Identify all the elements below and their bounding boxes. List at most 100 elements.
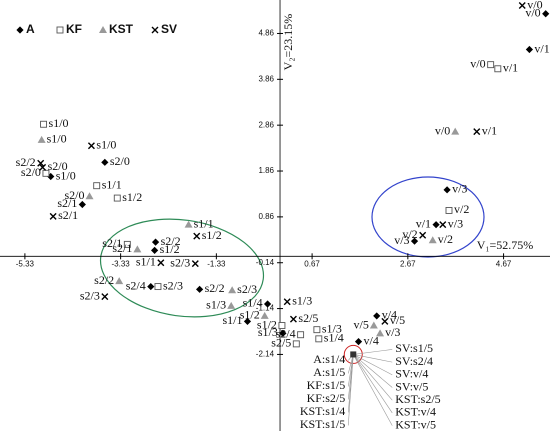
y-tick-label: -0.14 — [256, 258, 275, 267]
cluster-ellipse — [371, 176, 485, 258]
point — [428, 236, 437, 244]
legend-marker — [16, 26, 24, 34]
point-label: s2/2 — [94, 273, 114, 287]
leader-line — [353, 354, 393, 376]
point — [228, 286, 237, 294]
point-label: s1/0 — [49, 116, 69, 130]
point — [191, 260, 199, 268]
point-label: s1/0 — [96, 138, 116, 152]
point — [39, 163, 47, 171]
point — [123, 240, 131, 248]
point-label: s2/3 — [170, 255, 190, 269]
point-label: s2/0 — [48, 159, 68, 173]
point — [410, 237, 419, 245]
leader-line — [347, 354, 354, 374]
overlap-label: KST:v/4 — [395, 405, 436, 419]
point — [260, 311, 269, 319]
point-label: s2/0 — [64, 188, 84, 202]
leader-line — [353, 354, 393, 388]
leader-line — [347, 354, 354, 426]
point-label: s1/1 — [222, 313, 242, 327]
point — [37, 159, 45, 167]
overlap-label: KF:s2/5 — [307, 391, 346, 405]
point — [473, 128, 481, 136]
point-label: s2/2 — [16, 155, 36, 169]
point — [49, 212, 57, 220]
point — [87, 142, 95, 150]
point-label: s2/2 — [161, 234, 181, 248]
point-label: v/0 — [525, 6, 540, 20]
point — [292, 340, 300, 348]
point — [494, 65, 502, 73]
x-tick-label: -3.33 — [112, 259, 131, 268]
y-tick-label: -1.14 — [256, 304, 275, 313]
y-tick-label: 2.86 — [258, 120, 274, 129]
point-label: v/3 — [385, 325, 400, 339]
overlap-label: SV:v/5 — [395, 379, 428, 393]
leader-line — [353, 354, 393, 426]
x-axis-label: V₁=52.75% — [477, 238, 534, 252]
y-axis-label: V₂=23.15% — [281, 14, 295, 71]
point — [279, 329, 287, 337]
point — [443, 186, 451, 194]
point-label: v/0 — [527, 0, 542, 11]
point-label: v/1 — [416, 216, 431, 230]
point-label: s1/3 — [322, 321, 342, 335]
point-label: s1/3 — [206, 298, 226, 312]
point-label: s1/4 — [324, 331, 344, 345]
point-label: s1/0 — [56, 168, 76, 182]
point — [369, 321, 378, 329]
point — [42, 169, 50, 177]
leader-line — [353, 349, 393, 355]
point — [147, 282, 155, 291]
overlap-label: A:s1/4 — [313, 352, 345, 366]
point-label: v/1 — [503, 61, 518, 75]
point — [151, 238, 160, 246]
point-label: s1/2 — [202, 228, 222, 242]
point — [278, 322, 286, 329]
overlap-label: KST:s1/5 — [300, 417, 345, 431]
point-label: v/4 — [364, 333, 379, 347]
point — [85, 192, 94, 200]
point-label: s1/2 — [257, 317, 277, 331]
point-label: s2/5 — [298, 311, 318, 325]
point-label: s1/1 — [102, 177, 122, 191]
point — [315, 335, 323, 343]
point-label: s2/1 — [112, 241, 132, 255]
point-label: s2/4 — [276, 326, 296, 340]
legend-label: SV — [161, 22, 177, 36]
x-tick-label: 2.67 — [400, 259, 416, 268]
y-tick-label: 4.86 — [258, 29, 274, 38]
point-label: v/3 — [452, 182, 467, 196]
point — [283, 298, 291, 306]
x-tick-label: -1.33 — [207, 259, 226, 268]
x-tick-label: 4.67 — [496, 259, 512, 268]
point — [263, 300, 272, 308]
overlap-label: A:s1/5 — [313, 365, 345, 379]
point-label: v/5 — [354, 317, 369, 331]
point-label: s2/1 — [57, 196, 77, 210]
point — [297, 331, 305, 339]
point-label: s1/2 — [240, 308, 260, 322]
point-label: v/2 — [402, 227, 417, 241]
point-label: s1/3 — [258, 325, 278, 339]
point — [101, 293, 109, 301]
point-label: s2/1 — [102, 236, 122, 250]
point-label: s1/1 — [194, 216, 214, 230]
point — [439, 221, 447, 229]
point-label: s1/1 — [136, 254, 156, 268]
point-label: v/0 — [470, 56, 485, 70]
point-label: s2/2 — [205, 281, 225, 295]
overlap-point — [350, 351, 357, 358]
point — [376, 329, 385, 337]
point-label: v/1 — [482, 123, 497, 137]
point — [151, 246, 159, 254]
point — [354, 337, 363, 346]
point — [113, 194, 121, 202]
y-tick-label: 3.86 — [258, 74, 274, 83]
legend-marker — [99, 26, 107, 33]
point — [101, 158, 109, 166]
y-tick-label: 0.86 — [258, 212, 274, 221]
point — [451, 127, 460, 135]
